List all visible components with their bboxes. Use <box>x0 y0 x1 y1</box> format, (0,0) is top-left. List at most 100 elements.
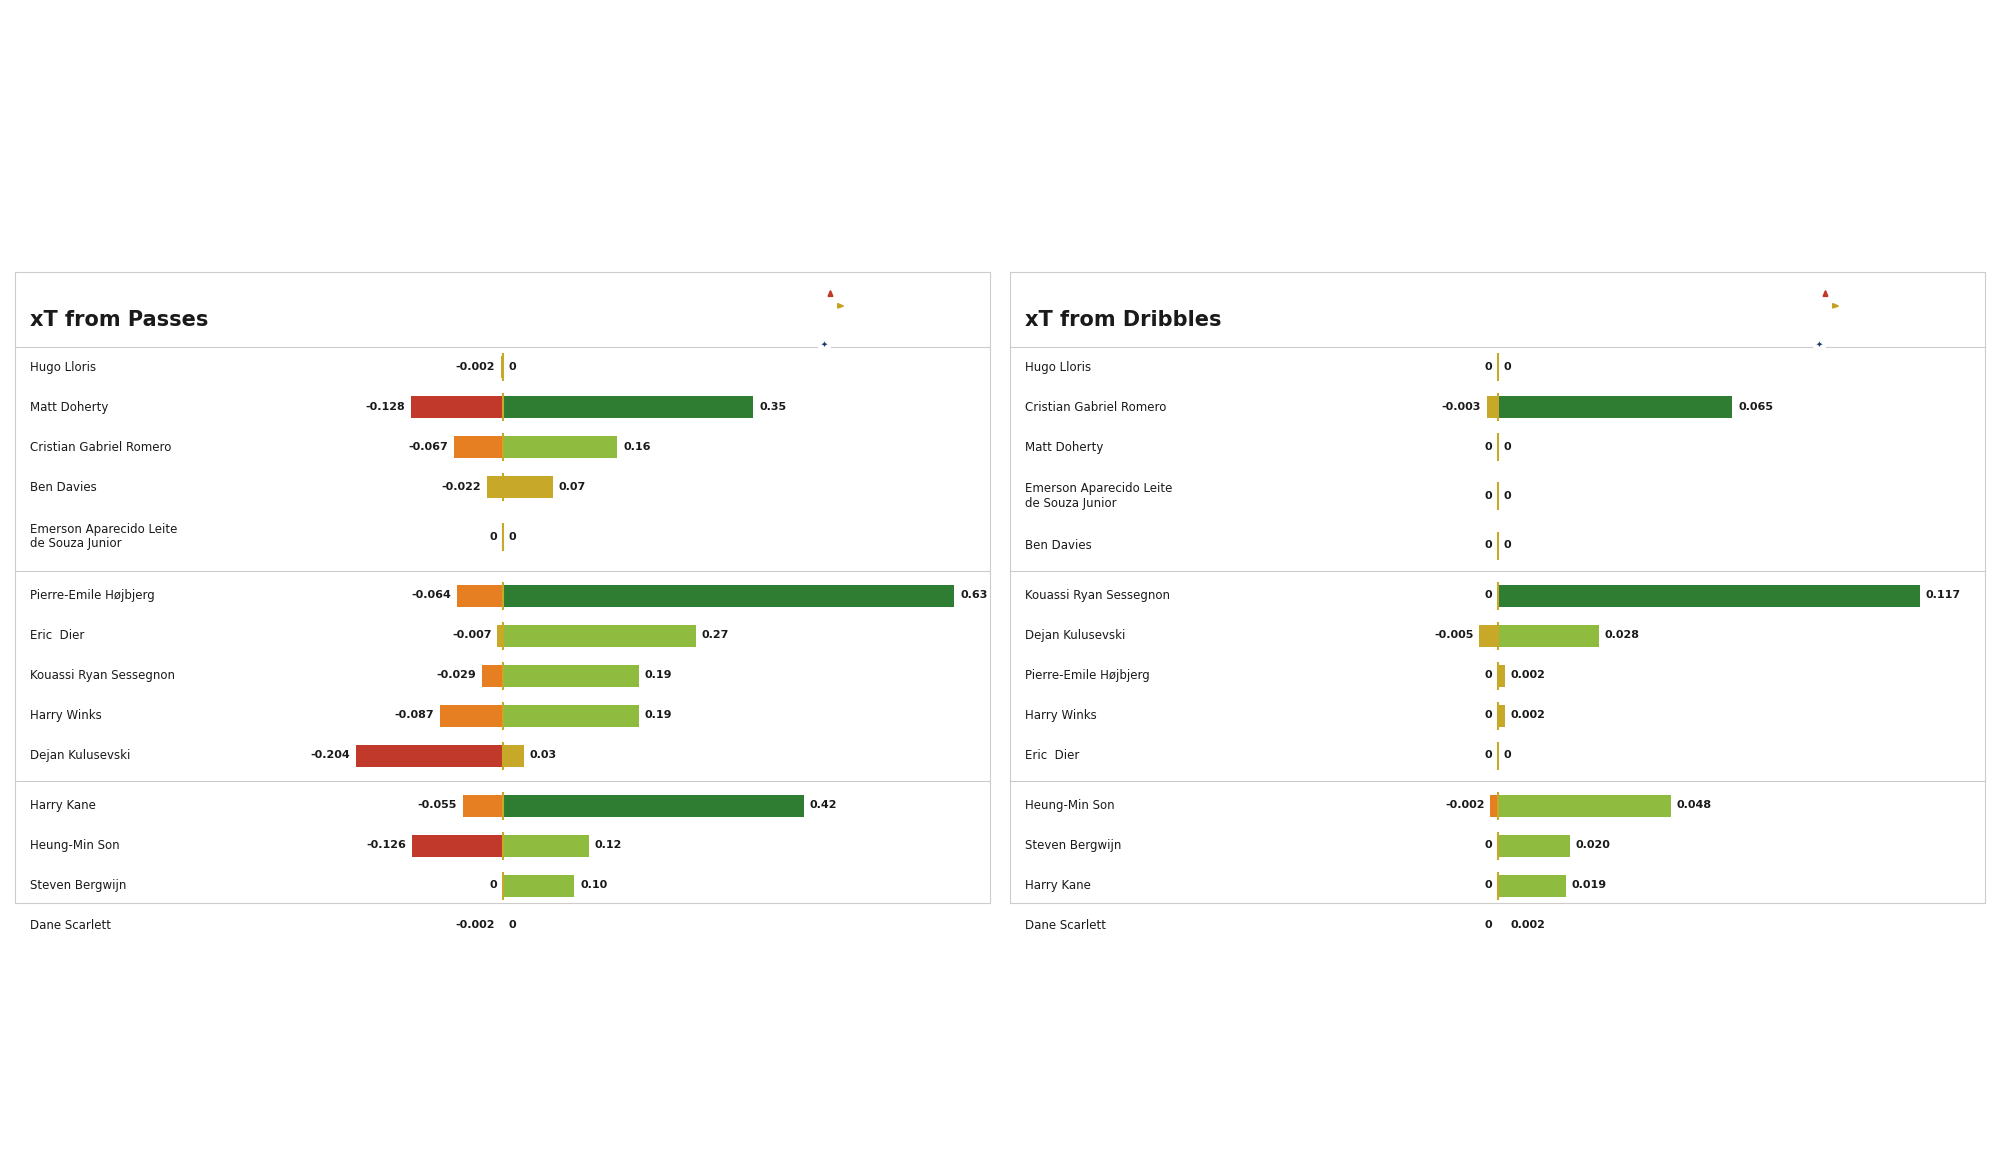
Text: 0: 0 <box>1484 671 1492 680</box>
Circle shape <box>808 291 842 337</box>
Text: 0: 0 <box>1484 443 1492 452</box>
Bar <box>1498 914 1504 936</box>
Text: Dane Scarlett: Dane Scarlett <box>1024 919 1106 932</box>
Text: 0.42: 0.42 <box>810 800 836 811</box>
Bar <box>502 436 618 458</box>
Text: Harry Kane: Harry Kane <box>30 799 96 812</box>
Text: -0.003: -0.003 <box>1442 403 1480 412</box>
Bar <box>1498 705 1504 726</box>
Text: Emerson Aparecido Leite
de Souza Junior: Emerson Aparecido Leite de Souza Junior <box>30 523 176 551</box>
Text: 0: 0 <box>1484 711 1492 720</box>
Text: 0: 0 <box>1504 363 1510 372</box>
Circle shape <box>826 295 838 311</box>
Circle shape <box>1820 295 1832 311</box>
Bar <box>1498 794 1670 817</box>
Polygon shape <box>828 290 832 296</box>
Text: 0: 0 <box>1484 540 1492 551</box>
Text: xT from Dribbles: xT from Dribbles <box>1024 310 1222 330</box>
Bar <box>502 705 638 726</box>
Bar <box>1498 584 1920 606</box>
Bar <box>486 477 502 498</box>
Bar <box>502 665 638 686</box>
Text: Hugo Lloris: Hugo Lloris <box>1024 361 1090 374</box>
Text: -0.055: -0.055 <box>418 800 458 811</box>
Text: ✦: ✦ <box>820 340 828 348</box>
Text: 0: 0 <box>508 531 516 542</box>
Text: 0: 0 <box>490 531 496 542</box>
Text: -0.002: -0.002 <box>1444 800 1484 811</box>
Bar <box>1498 396 1732 418</box>
Text: -0.067: -0.067 <box>408 443 448 452</box>
Text: ✦: ✦ <box>1816 340 1822 348</box>
Bar <box>1498 874 1566 897</box>
Text: 0.03: 0.03 <box>530 751 556 760</box>
Bar <box>502 834 588 857</box>
Text: Cristian Gabriel Romero: Cristian Gabriel Romero <box>1024 401 1166 414</box>
Bar <box>502 396 754 418</box>
Circle shape <box>1802 291 1836 337</box>
Text: Harry Winks: Harry Winks <box>1024 709 1096 721</box>
Text: 0.028: 0.028 <box>1604 631 1640 640</box>
Text: 0.07: 0.07 <box>558 483 586 492</box>
Text: 0.63: 0.63 <box>960 591 988 600</box>
Text: -0.007: -0.007 <box>452 631 492 640</box>
Text: xT from Passes: xT from Passes <box>30 310 208 330</box>
Text: Kouassi Ryan Sessegnon: Kouassi Ryan Sessegnon <box>30 669 174 682</box>
Text: 0: 0 <box>1504 491 1510 502</box>
Bar <box>502 794 804 817</box>
Text: Hugo Lloris: Hugo Lloris <box>30 361 96 374</box>
Text: Pierre-Emile Højbjerg: Pierre-Emile Højbjerg <box>1024 669 1150 682</box>
Bar <box>410 396 502 418</box>
Polygon shape <box>1810 315 1828 337</box>
Circle shape <box>1814 336 1826 351</box>
Text: -0.002: -0.002 <box>456 920 496 931</box>
Text: Matt Doherty: Matt Doherty <box>1024 441 1104 454</box>
Text: Emerson Aparecido Leite
de Souza Junior: Emerson Aparecido Leite de Souza Junior <box>1024 483 1172 510</box>
Bar <box>356 745 502 766</box>
Text: Dejan Kulusevski: Dejan Kulusevski <box>30 748 130 763</box>
Text: 0: 0 <box>490 880 496 891</box>
Bar <box>454 436 502 458</box>
Text: 0: 0 <box>1504 443 1510 452</box>
Polygon shape <box>1824 290 1828 296</box>
Bar <box>502 874 574 897</box>
Text: 0: 0 <box>1504 751 1510 760</box>
Bar <box>502 477 552 498</box>
Text: Cristian Gabriel Romero: Cristian Gabriel Romero <box>30 441 170 454</box>
Text: -0.087: -0.087 <box>394 711 434 720</box>
Bar <box>498 624 502 646</box>
Text: Eric  Dier: Eric Dier <box>1024 748 1080 763</box>
Bar <box>1486 396 1498 418</box>
Bar <box>440 705 502 726</box>
Text: 0: 0 <box>1504 540 1510 551</box>
Text: 0.002: 0.002 <box>1510 920 1546 931</box>
Text: Steven Bergwijn: Steven Bergwijn <box>30 879 126 892</box>
Text: Ben Davies: Ben Davies <box>1024 539 1092 552</box>
Text: 0.020: 0.020 <box>1576 840 1610 851</box>
Bar <box>482 665 502 686</box>
Bar <box>502 624 696 646</box>
Text: Kouassi Ryan Sessegnon: Kouassi Ryan Sessegnon <box>1024 589 1170 602</box>
Text: 0.35: 0.35 <box>760 403 786 412</box>
Text: 0.019: 0.019 <box>1572 880 1608 891</box>
Text: 0: 0 <box>1484 751 1492 760</box>
Bar <box>1498 624 1598 646</box>
Polygon shape <box>1832 303 1838 308</box>
Polygon shape <box>814 315 834 337</box>
Text: 0: 0 <box>1484 491 1492 502</box>
Bar <box>1480 624 1498 646</box>
Bar <box>456 584 502 606</box>
Text: 0.048: 0.048 <box>1676 800 1712 811</box>
Text: 0.19: 0.19 <box>644 671 672 680</box>
Text: 0: 0 <box>508 363 516 372</box>
Text: 0.27: 0.27 <box>702 631 730 640</box>
Text: Eric  Dier: Eric Dier <box>30 629 84 642</box>
Text: 0.002: 0.002 <box>1510 671 1546 680</box>
Text: 0: 0 <box>508 920 516 931</box>
Text: 0.19: 0.19 <box>644 711 672 720</box>
Text: Dejan Kulusevski: Dejan Kulusevski <box>1024 629 1124 642</box>
Text: 0.117: 0.117 <box>1926 591 1960 600</box>
Text: Matt Doherty: Matt Doherty <box>30 401 108 414</box>
Text: Heung-Min Son: Heung-Min Son <box>30 839 120 852</box>
Text: Pierre-Emile Højbjerg: Pierre-Emile Højbjerg <box>30 589 154 602</box>
